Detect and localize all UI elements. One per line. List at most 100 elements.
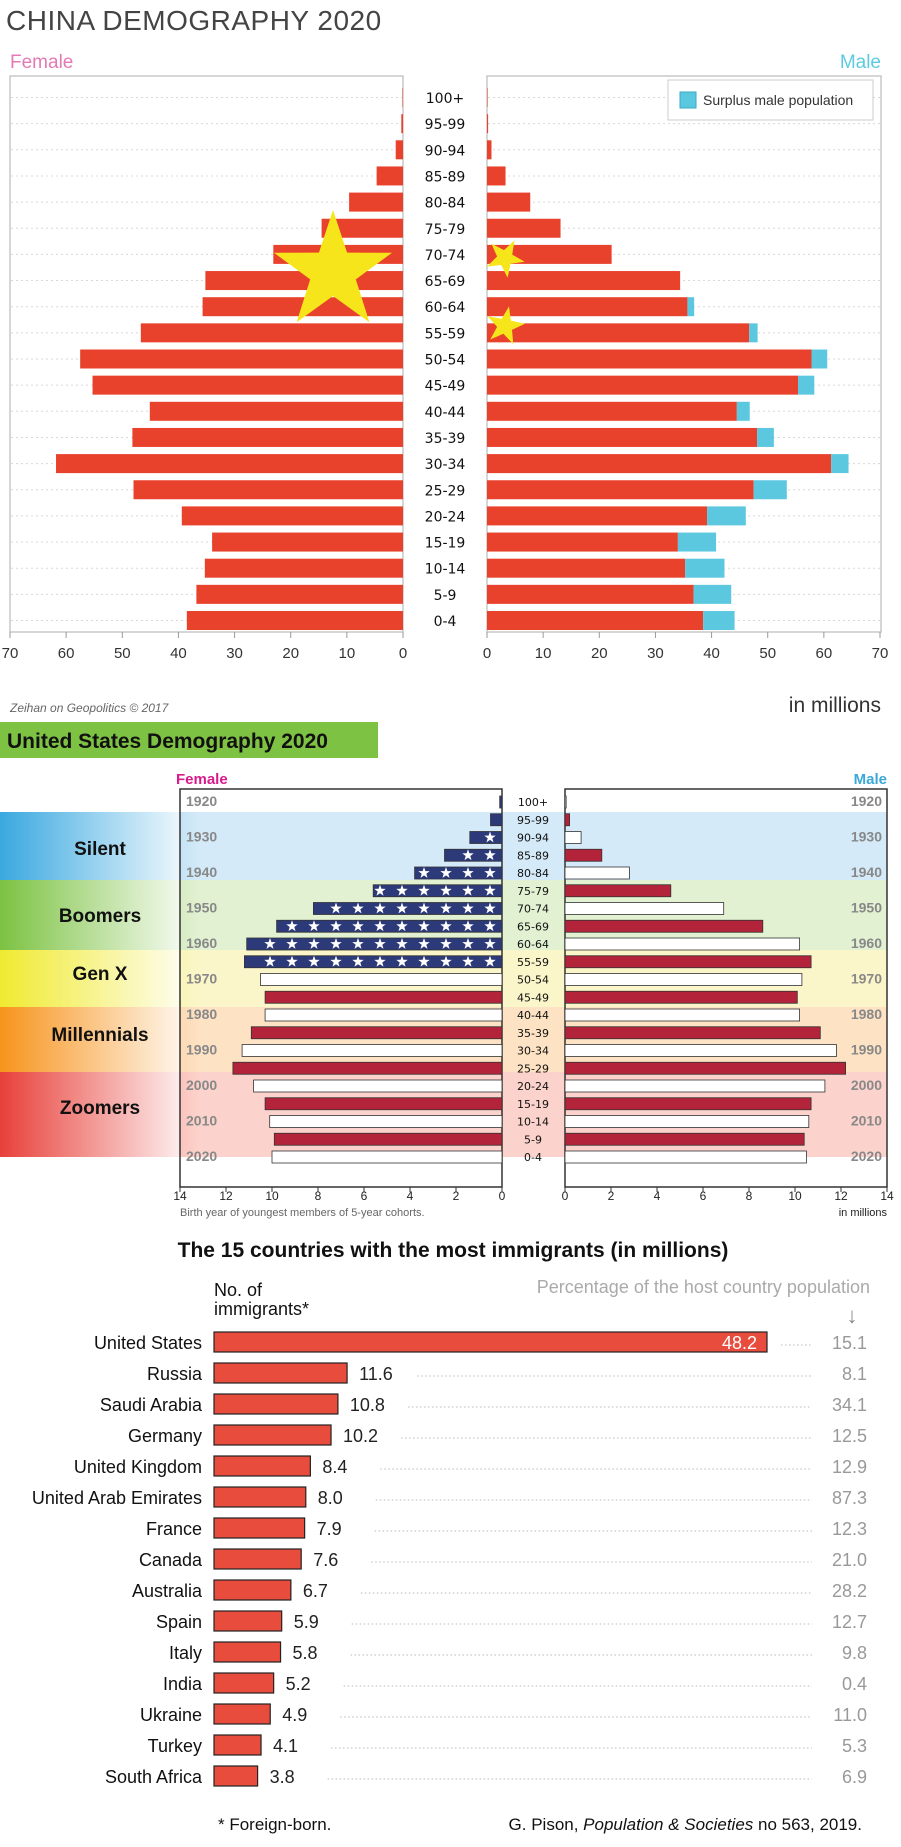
china-x-tick-label: 40 bbox=[703, 645, 720, 662]
imm-percentage-label: 12.3 bbox=[832, 1519, 867, 1539]
china-age-label: 0-4 bbox=[434, 614, 457, 630]
china-female-label: Female bbox=[10, 52, 73, 73]
us-year-label: 1980 bbox=[851, 1006, 882, 1022]
china-female-bar bbox=[212, 532, 403, 552]
china-female-bar bbox=[56, 454, 404, 474]
imm-bar bbox=[213, 1424, 332, 1446]
china-age-label: 25-29 bbox=[425, 483, 466, 499]
us-flag-star bbox=[462, 920, 474, 932]
china-male-bar bbox=[487, 192, 531, 212]
imm-percentage-label: 21.0 bbox=[832, 1550, 867, 1570]
us-male-bar bbox=[564, 990, 798, 1004]
china-male-bar bbox=[487, 558, 686, 578]
china-female-bar bbox=[196, 584, 403, 604]
us-flag-star bbox=[462, 884, 474, 896]
us-flag-star bbox=[440, 938, 452, 949]
us-generation-band-fade bbox=[0, 812, 200, 880]
imm-source: G. Pison, Population & Societies no 563,… bbox=[509, 1815, 862, 1834]
us-title: United States Demography 2020 bbox=[7, 730, 328, 753]
imm-value-label: 5.9 bbox=[294, 1612, 319, 1632]
us-age-label: 60-64 bbox=[517, 938, 549, 951]
china-male-bar bbox=[487, 480, 754, 500]
us-flag-star bbox=[484, 884, 496, 896]
us-year-label: 1920 bbox=[186, 793, 217, 809]
imm-country-label: Saudi Arabia bbox=[100, 1395, 203, 1415]
us-female-bar bbox=[264, 1008, 503, 1022]
us-male-bar bbox=[564, 1132, 805, 1146]
us-generation-band-fade bbox=[0, 1007, 200, 1072]
china-section: CHINA DEMOGRAPHY 2020 Female Male 100+ 95… bbox=[0, 0, 901, 722]
china-x-tick-label: 10 bbox=[535, 645, 552, 662]
us-age-label: 35-39 bbox=[517, 1027, 549, 1040]
china-female-bar bbox=[401, 114, 403, 134]
us-flag-star bbox=[396, 920, 408, 932]
us-female-label: Female bbox=[176, 771, 228, 788]
us-age-label: 70-74 bbox=[517, 903, 549, 916]
china-population-pyramid: CHINA DEMOGRAPHY 2020 Female Male 100+ 95… bbox=[2, 5, 889, 717]
us-flag-star bbox=[308, 920, 320, 932]
us-flag-star bbox=[484, 849, 496, 861]
china-age-label: 35-39 bbox=[425, 431, 466, 447]
us-male-bar bbox=[564, 831, 582, 844]
us-age-label: 40-44 bbox=[517, 1009, 549, 1022]
china-female-bar bbox=[395, 140, 403, 160]
us-male-bar bbox=[564, 813, 570, 827]
us-female-bar bbox=[271, 1150, 503, 1164]
china-age-label: 10-14 bbox=[425, 562, 466, 578]
china-flag-small-star bbox=[486, 240, 525, 278]
china-male-bar bbox=[487, 166, 506, 186]
us-flag-star bbox=[418, 902, 430, 914]
imm-value-label: 5.2 bbox=[286, 1674, 311, 1694]
us-x-tick-label: 12 bbox=[219, 1189, 233, 1203]
china-surplus-bar bbox=[707, 506, 746, 526]
us-x-tick-label: 2 bbox=[453, 1189, 460, 1203]
us-flag-star bbox=[396, 902, 408, 914]
us-flag-star bbox=[264, 955, 276, 967]
us-flag-star bbox=[330, 902, 342, 914]
us-generation-band-fade bbox=[0, 950, 200, 1007]
china-age-label: 85-89 bbox=[425, 169, 466, 185]
us-x-tick-label: 10 bbox=[788, 1189, 802, 1203]
china-female-bar bbox=[321, 218, 403, 238]
us-female-bar bbox=[241, 1044, 503, 1057]
us-flag-star bbox=[440, 955, 452, 967]
us-flag-star bbox=[418, 920, 430, 932]
us-flag-star bbox=[352, 902, 364, 914]
imm-country-label: United Kingdom bbox=[74, 1457, 202, 1477]
us-year-label: 1990 bbox=[851, 1042, 882, 1058]
us-year-label: 2000 bbox=[851, 1077, 882, 1093]
imm-country-label: Canada bbox=[139, 1550, 203, 1570]
china-male-bar bbox=[487, 427, 758, 447]
us-year-label: 1940 bbox=[851, 864, 882, 880]
china-female-bar bbox=[204, 558, 403, 578]
us-male-bar bbox=[564, 1115, 810, 1128]
us-flag-star bbox=[396, 955, 408, 967]
imm-value-label: 3.8 bbox=[270, 1767, 295, 1787]
us-male-bar bbox=[564, 1061, 847, 1075]
imm-percentage-label: 15.1 bbox=[832, 1333, 867, 1353]
us-year-label: 1970 bbox=[186, 971, 217, 987]
china-male-bar bbox=[487, 323, 750, 343]
us-x-tick-label: 0 bbox=[562, 1189, 569, 1203]
china-male-bar bbox=[487, 349, 812, 369]
us-flag-star bbox=[286, 938, 298, 949]
us-flag-star bbox=[440, 902, 452, 914]
china-female-bar bbox=[376, 166, 403, 186]
us-flag-star bbox=[484, 920, 496, 932]
imm-bar bbox=[213, 1517, 306, 1539]
imm-country-label: United Arab Emirates bbox=[32, 1488, 202, 1508]
us-generation-label: Silent bbox=[74, 839, 126, 860]
us-age-label: 15-19 bbox=[517, 1098, 549, 1111]
us-year-label: 1970 bbox=[851, 971, 882, 987]
imm-country-label: South Africa bbox=[105, 1767, 203, 1787]
china-age-label: 95-99 bbox=[425, 117, 466, 133]
us-female-bar bbox=[246, 937, 503, 951]
us-age-label: 80-84 bbox=[517, 867, 549, 880]
imm-country-label: Russia bbox=[147, 1364, 203, 1384]
us-female-bar bbox=[372, 884, 503, 898]
china-male-bar bbox=[487, 140, 492, 160]
china-surplus-bar bbox=[693, 584, 732, 604]
us-flag-star bbox=[484, 938, 496, 949]
china-x-tick-label: 70 bbox=[2, 645, 19, 662]
us-flag-star bbox=[462, 867, 474, 878]
